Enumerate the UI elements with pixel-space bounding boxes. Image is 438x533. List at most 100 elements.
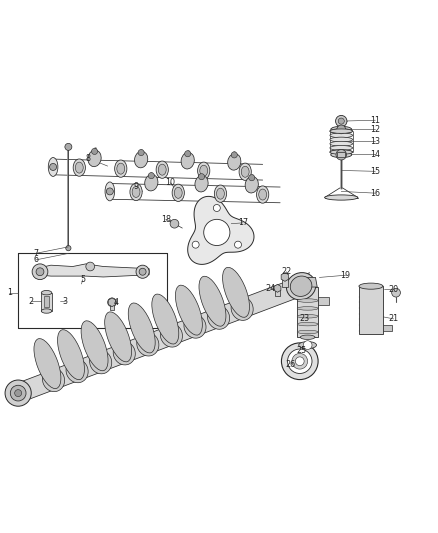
Ellipse shape [257, 186, 269, 203]
Ellipse shape [158, 164, 166, 175]
Ellipse shape [245, 176, 258, 193]
Circle shape [198, 174, 205, 180]
Circle shape [14, 390, 21, 397]
Ellipse shape [297, 322, 318, 326]
Bar [297, 287, 318, 337]
Text: 13: 13 [370, 136, 380, 146]
Bar [110, 302, 114, 310]
Circle shape [336, 116, 347, 127]
Text: 4: 4 [114, 298, 119, 307]
Circle shape [249, 175, 255, 181]
Polygon shape [298, 277, 317, 287]
Polygon shape [108, 298, 116, 306]
Circle shape [92, 148, 98, 155]
Ellipse shape [330, 137, 353, 142]
Ellipse shape [42, 368, 64, 392]
Ellipse shape [331, 126, 352, 133]
Ellipse shape [330, 146, 353, 150]
Text: 18: 18 [161, 215, 171, 224]
Text: 17: 17 [238, 219, 248, 228]
Ellipse shape [130, 183, 142, 200]
Ellipse shape [174, 187, 182, 198]
Circle shape [336, 149, 346, 160]
Ellipse shape [200, 165, 208, 176]
Text: 24: 24 [265, 284, 276, 293]
Ellipse shape [57, 330, 85, 379]
Ellipse shape [214, 185, 226, 203]
Ellipse shape [331, 152, 352, 158]
Ellipse shape [181, 152, 194, 169]
Text: 3: 3 [63, 297, 68, 306]
Circle shape [86, 262, 95, 271]
Circle shape [392, 288, 400, 297]
Ellipse shape [115, 160, 127, 177]
Ellipse shape [34, 338, 61, 389]
Circle shape [337, 125, 346, 134]
Ellipse shape [156, 161, 168, 179]
Circle shape [138, 149, 144, 156]
Circle shape [185, 151, 191, 157]
Circle shape [66, 246, 71, 251]
Ellipse shape [359, 283, 383, 289]
Circle shape [292, 353, 307, 369]
Ellipse shape [330, 150, 353, 154]
Text: 12: 12 [370, 125, 380, 134]
Circle shape [303, 341, 312, 350]
Ellipse shape [297, 330, 318, 334]
Text: 26: 26 [286, 360, 296, 369]
Text: 23: 23 [299, 314, 309, 324]
Circle shape [108, 298, 117, 306]
Bar [282, 277, 288, 287]
Polygon shape [274, 285, 281, 292]
Text: 19: 19 [341, 271, 351, 280]
Ellipse shape [73, 159, 85, 176]
Bar [337, 152, 345, 157]
Text: 21: 21 [389, 314, 399, 324]
Polygon shape [15, 273, 316, 402]
Circle shape [231, 152, 237, 158]
Polygon shape [281, 272, 289, 281]
Text: 25: 25 [296, 346, 306, 355]
Ellipse shape [105, 182, 115, 201]
Bar [359, 286, 383, 334]
Ellipse shape [330, 129, 353, 133]
Circle shape [234, 241, 241, 248]
Ellipse shape [216, 188, 224, 199]
Text: 11: 11 [370, 116, 380, 125]
Ellipse shape [297, 299, 318, 302]
Ellipse shape [90, 350, 112, 374]
Ellipse shape [132, 187, 140, 197]
Polygon shape [188, 196, 254, 264]
Text: 10: 10 [165, 178, 175, 187]
Circle shape [65, 143, 72, 150]
Ellipse shape [231, 297, 253, 320]
Ellipse shape [152, 294, 179, 344]
Text: 20: 20 [389, 285, 399, 294]
Ellipse shape [41, 309, 52, 313]
Ellipse shape [48, 158, 58, 176]
Circle shape [32, 264, 48, 280]
Ellipse shape [198, 162, 210, 180]
Ellipse shape [325, 195, 358, 200]
Ellipse shape [137, 332, 159, 356]
Ellipse shape [113, 341, 135, 365]
Ellipse shape [297, 306, 318, 310]
Ellipse shape [223, 268, 250, 317]
Bar [44, 296, 49, 306]
Circle shape [36, 268, 44, 276]
Text: 7: 7 [33, 249, 38, 258]
Ellipse shape [175, 285, 202, 335]
Ellipse shape [105, 312, 131, 362]
Ellipse shape [330, 133, 353, 138]
Ellipse shape [184, 314, 206, 338]
Ellipse shape [66, 359, 88, 383]
Text: 15: 15 [370, 167, 380, 176]
Ellipse shape [160, 324, 183, 347]
Ellipse shape [241, 166, 249, 177]
Circle shape [213, 205, 220, 212]
Text: 9: 9 [134, 182, 138, 191]
Polygon shape [318, 297, 329, 304]
Circle shape [136, 265, 149, 278]
Text: 16: 16 [370, 189, 380, 198]
Polygon shape [383, 326, 392, 330]
